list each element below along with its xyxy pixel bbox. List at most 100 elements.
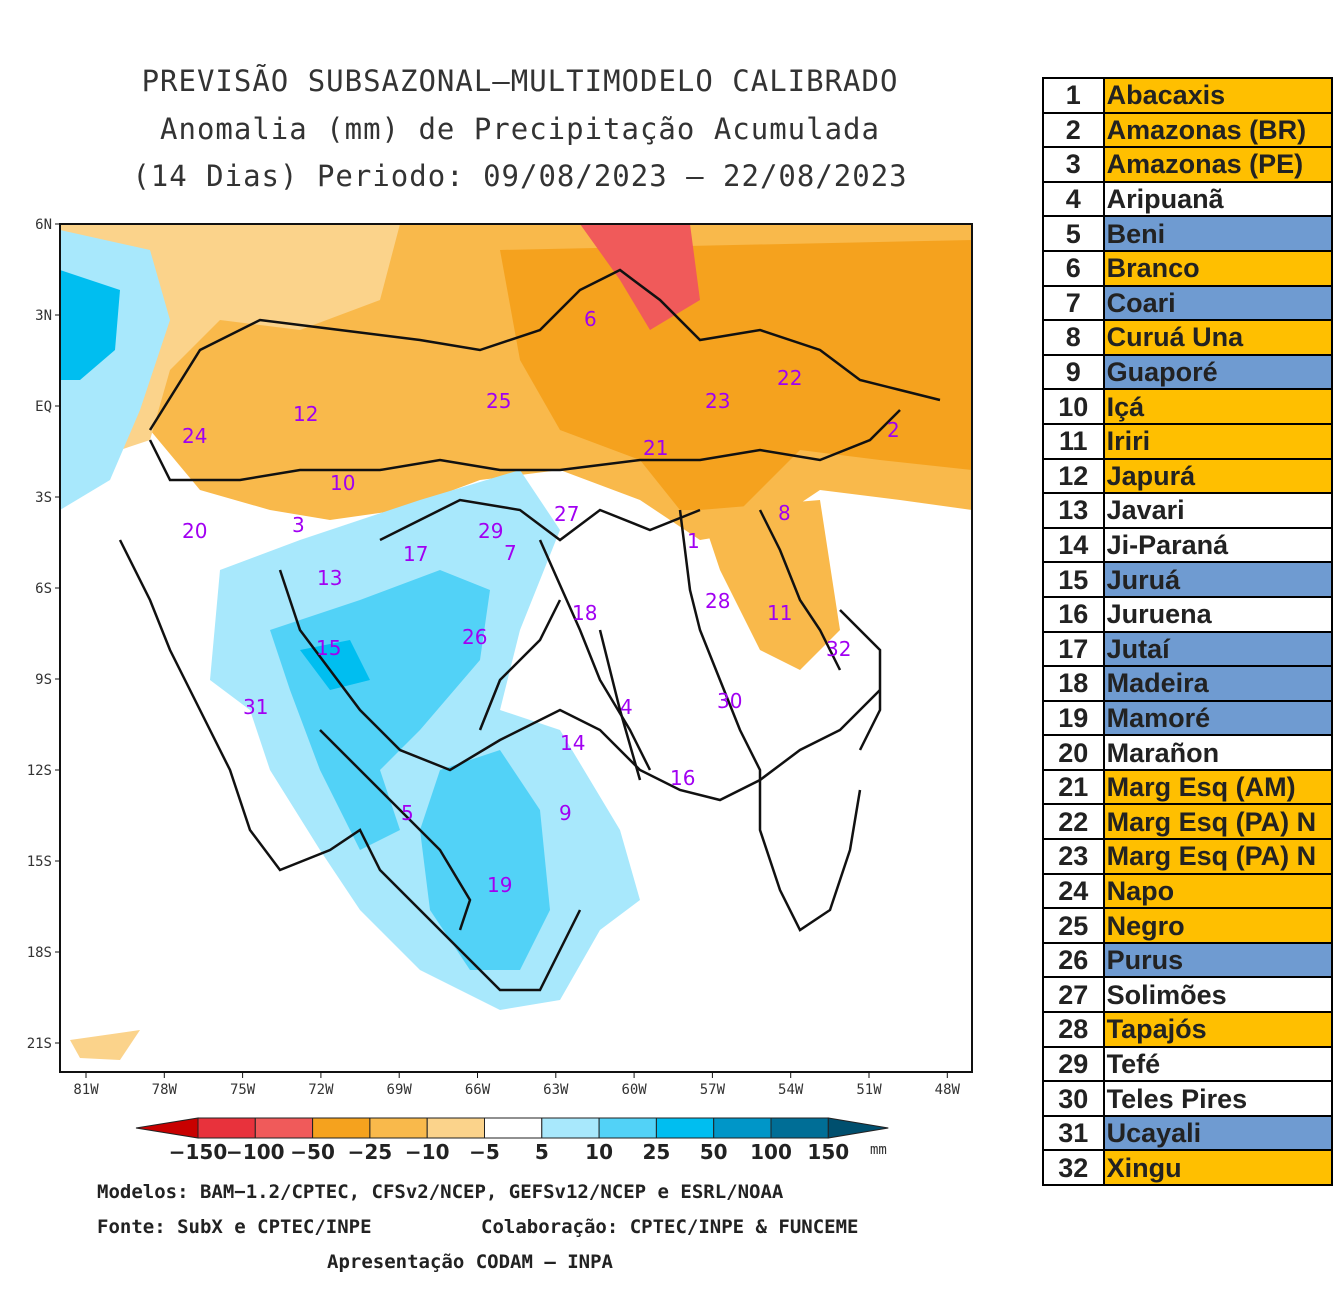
legend-number: 12 <box>1042 457 1105 495</box>
basin-label: 23 <box>705 389 730 413</box>
footer-models: Modelos: BAM−1.2/CPTEC, CFSv2/NCEP, GEFS… <box>97 1181 784 1203</box>
legend-basin-name: Beni <box>1102 215 1333 252</box>
legend-basin-name: Negro <box>1102 907 1333 944</box>
dark-orange-region <box>500 240 972 510</box>
colorbar-label: −150 <box>168 1140 228 1164</box>
basin-label: 25 <box>486 389 511 413</box>
legend-basin-name: Madeira <box>1102 665 1333 702</box>
legend-row: 28 Tapajós <box>1042 1011 1333 1048</box>
colorbar-label: 150 <box>807 1140 850 1164</box>
legend-basin-name: Marg Esq (PA) N <box>1102 803 1333 841</box>
latitude-label: 15S <box>27 854 52 870</box>
legend-row: 17 Jutaí <box>1042 630 1333 668</box>
basin-label: 15 <box>316 636 341 660</box>
legend-row: 10 Içá <box>1042 388 1333 425</box>
legend-number: 25 <box>1042 907 1105 944</box>
legend-row: 9 Guaporé <box>1042 353 1333 391</box>
legend-basin-name: Tapajós <box>1102 1011 1333 1048</box>
basin-legend-table: 1 Abacaxis 2 Amazonas (BR) 3 Amazonas (PE) 4 Ar… <box>1042 77 1333 1186</box>
longitude-label: 66W <box>465 1082 491 1098</box>
legend-row: 20 Marañon <box>1042 734 1333 771</box>
legend-number: 31 <box>1042 1114 1105 1152</box>
basin-label: 5 <box>401 801 414 825</box>
footer-source: Fonte: SubX e CPTEC/INPE <box>97 1216 372 1238</box>
longitude-label: 78W <box>152 1082 178 1098</box>
legend-row: 3 Amazonas (PE) <box>1042 146 1333 183</box>
legend-number: 17 <box>1042 630 1105 668</box>
title-line-1: PREVISÃO SUBSAZONAL—MULTIMODELO CALIBRAD… <box>141 64 899 98</box>
legend-basin-name: Juruá <box>1102 561 1333 598</box>
legend-row: 16 Juruena <box>1042 595 1333 633</box>
basin-label: 30 <box>717 689 742 713</box>
colorbar-swatch <box>655 1117 715 1139</box>
basin-label: 1 <box>687 529 700 553</box>
legend-basin-name: Tefé <box>1102 1045 1333 1083</box>
latitude-label: 12S <box>27 763 52 779</box>
basin-label: 12 <box>293 402 318 426</box>
longitude-label: 51W <box>856 1082 882 1098</box>
legend-row: 8 Curuá Una <box>1042 319 1333 356</box>
colorbar-swatch <box>827 1117 889 1139</box>
colorbar-label: 5 <box>534 1140 549 1164</box>
basin-label: 4 <box>620 695 633 719</box>
red-region <box>580 224 700 330</box>
legend-number: 32 <box>1042 1149 1105 1186</box>
longitude-label: 75W <box>230 1082 256 1098</box>
latitude-label: EQ <box>35 399 52 415</box>
basin-label: 20 <box>182 519 207 543</box>
colorbar-unit: mm <box>870 1142 887 1158</box>
blue-region-south <box>420 750 550 970</box>
colorbar-label: −5 <box>469 1140 500 1164</box>
colorbar-label: 50 <box>699 1140 728 1164</box>
legend-basin-name: Japurá <box>1102 457 1333 495</box>
colorbar-label: 10 <box>585 1140 614 1164</box>
legend-row: 25 Negro <box>1042 907 1333 944</box>
latitude-label: 9S <box>35 672 52 688</box>
legend-basin-name: Mamoré <box>1102 699 1333 737</box>
basin-label: 16 <box>670 766 695 790</box>
legend-basin-name: Aripuanã <box>1102 180 1333 218</box>
colorbar-swatch <box>713 1117 772 1139</box>
legend-row: 1 Abacaxis <box>1042 77 1333 114</box>
legend-basin-name: Juruena <box>1102 595 1333 633</box>
latitude-labels: 6N 3N EQ 3S 6S 9S 12S 15S 18S 21S <box>27 217 60 1052</box>
legend-number: 28 <box>1042 1011 1105 1048</box>
latitude-label: 3N <box>35 308 52 324</box>
basin-label: 3 <box>292 513 305 537</box>
legend-basin-name: Branco <box>1102 249 1333 287</box>
legend-number: 9 <box>1042 353 1105 391</box>
title-line-2: Anomalia (mm) de Precipitação Acumulada <box>160 112 880 146</box>
legend-basin-name: Curuá Una <box>1102 319 1333 356</box>
longitude-label: 48W <box>935 1082 961 1098</box>
basin-label: 27 <box>554 502 579 526</box>
legend-row: 19 Mamoré <box>1042 699 1333 737</box>
footer-presentation: Apresentação CODAM — INPA <box>327 1251 613 1273</box>
colorbar-label: −25 <box>347 1140 393 1164</box>
legend-basin-name: Ji-Paraná <box>1102 526 1333 564</box>
basin-label: 10 <box>330 471 355 495</box>
legend-number: 4 <box>1042 180 1105 218</box>
legend-number: 14 <box>1042 526 1105 564</box>
legend-number: 13 <box>1042 492 1105 529</box>
legend-number: 10 <box>1042 388 1105 425</box>
basin-label: 14 <box>560 731 585 755</box>
longitude-label: 72W <box>308 1082 334 1098</box>
orange-region-east <box>700 500 840 670</box>
basin-label: 21 <box>643 436 668 460</box>
longitude-label: 69W <box>387 1082 413 1098</box>
basin-label: 19 <box>487 873 512 897</box>
colorbar <box>135 1117 889 1139</box>
colorbar-swatch <box>426 1117 486 1139</box>
latitude-label: 6S <box>35 581 52 597</box>
map-frame <box>59 223 973 1073</box>
basin-label: 22 <box>777 366 802 390</box>
blue-region-west-core <box>60 270 120 380</box>
legend-basin-name: Amazonas (PE) <box>1102 146 1333 183</box>
colorbar-swatch <box>135 1117 199 1139</box>
colorbar-swatch <box>312 1117 371 1139</box>
legend-basin-name: Marg Esq (AM) <box>1102 768 1333 806</box>
legend-number: 20 <box>1042 734 1105 771</box>
basin-label: 32 <box>826 637 851 661</box>
basin-boundaries <box>118 268 941 992</box>
basin-label: 31 <box>243 695 268 719</box>
